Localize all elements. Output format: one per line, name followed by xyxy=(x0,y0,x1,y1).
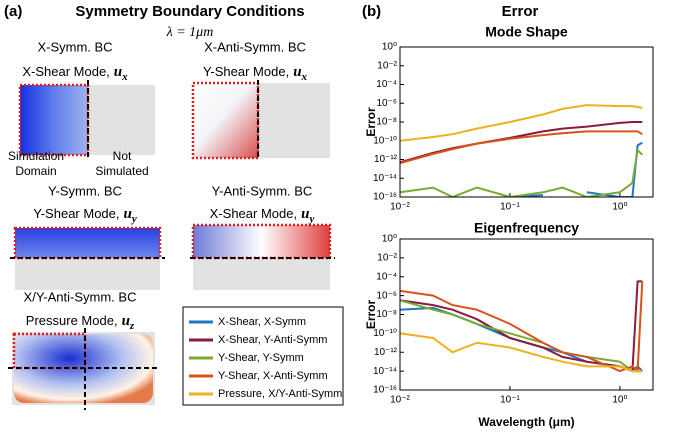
x-axis-label: Wavelength (μm) xyxy=(478,415,574,429)
sim-domain xyxy=(18,83,90,157)
series-line xyxy=(400,104,643,142)
mode-sub: y xyxy=(130,213,137,225)
annotation: Simulation xyxy=(8,149,64,163)
x-tick-label: 10⁻¹ xyxy=(500,395,520,406)
series-line xyxy=(400,148,644,197)
mode-label: Y-Shear Mode, ux xyxy=(203,64,308,82)
mode-sub: x xyxy=(121,71,128,83)
y-tick-label: 10⁻¹⁴ xyxy=(373,366,397,377)
y-tick-label: 10⁰ xyxy=(382,234,397,245)
x-tick-label: 10⁰ xyxy=(612,395,627,406)
legend-label: X-Shear, Y-Anti-Symm xyxy=(218,334,327,346)
chart-title: Mode Shape xyxy=(485,24,568,40)
panel-label: (b) xyxy=(362,3,381,20)
annotation: Not xyxy=(113,149,132,163)
series-line xyxy=(400,332,643,373)
mode-var: u xyxy=(124,206,132,222)
sim-domain xyxy=(191,223,332,260)
mode-var: u xyxy=(301,206,309,222)
panel-a: (a) Symmetry Boundary Conditions λ = 1μm… xyxy=(4,3,344,410)
panel-title: Error xyxy=(502,3,539,20)
mode-image xyxy=(20,85,88,155)
bc-label: X-Anti-Symm. BC xyxy=(204,39,306,54)
mode-image xyxy=(15,228,160,258)
x-tick-label: 10⁻² xyxy=(390,202,410,213)
plot-frame xyxy=(399,46,654,198)
y-tick-label: 10⁻¹⁴ xyxy=(373,173,397,184)
series-line xyxy=(400,130,643,165)
y-axis-label: Error xyxy=(364,107,378,137)
plot-area xyxy=(400,47,653,197)
x-tick-label: 10⁻² xyxy=(390,395,410,406)
legend-label: X-Shear, X-Symm xyxy=(218,316,306,328)
y-tick-label: 10⁻² xyxy=(377,253,397,264)
y-tick-label: 10⁻¹⁰ xyxy=(373,135,397,146)
y-tick-label: 10⁻⁶ xyxy=(376,290,397,301)
mode-label: Pressure Mode, uz xyxy=(26,313,135,331)
wavelength-note: λ = 1μm xyxy=(166,25,214,40)
sim-domain xyxy=(191,81,260,160)
y-tick-label: 10⁰ xyxy=(382,42,397,53)
mode-text: X-Shear Mode, xyxy=(210,206,297,221)
mode-var: u xyxy=(122,313,130,329)
y-tick-label: 10⁻⁸ xyxy=(376,117,397,128)
mode-var: u xyxy=(114,64,122,80)
mode-label: X-Shear Mode, uy xyxy=(210,206,315,224)
mode-text: Pressure Mode, xyxy=(26,313,118,328)
y-tick-label: 10⁻¹⁶ xyxy=(373,385,397,396)
mode-text: Y-Shear Mode, xyxy=(33,206,119,221)
mode-var: u xyxy=(293,64,301,80)
series-line xyxy=(400,281,644,374)
y-tick-label: 10⁻¹² xyxy=(374,154,398,165)
y-tick-label: 10⁻⁴ xyxy=(376,271,397,282)
legend-label: Y-Shear, Y-Symm xyxy=(218,352,304,364)
annotation: Simulated xyxy=(95,164,148,178)
panel-title: Symmetry Boundary Conditions xyxy=(75,3,304,20)
x-tick-label: 10⁰ xyxy=(612,202,627,213)
series-line xyxy=(400,280,643,373)
y-tick-label: 10⁻¹² xyxy=(374,347,398,358)
y-tick-label: 10⁻² xyxy=(377,60,397,71)
mode-image xyxy=(193,225,330,258)
y-tick-label: 10⁻¹⁰ xyxy=(373,328,397,339)
bc-label: Y-Symm. BC xyxy=(48,183,122,198)
annotation: Domain xyxy=(15,164,56,178)
y-tick-label: 10⁻⁸ xyxy=(376,309,397,320)
y-tick-label: 10⁻⁶ xyxy=(376,98,397,109)
mode-sub: y xyxy=(307,213,314,225)
panel-b: (b) Error xyxy=(362,3,538,20)
mode-text: Y-Shear Mode, xyxy=(203,64,289,79)
bc-label: X/Y-Anti-Symm. BC xyxy=(24,289,137,304)
y-tick-label: 10⁻¹⁶ xyxy=(373,192,397,203)
mode-label: X-Shear Mode, ux xyxy=(22,64,128,82)
mode-image xyxy=(193,83,258,158)
sim-domain xyxy=(13,226,162,260)
mode-text: X-Shear Mode, xyxy=(22,64,109,79)
x-tick-label: 10⁻¹ xyxy=(500,202,520,213)
mode-label: Y-Shear Mode, uy xyxy=(33,206,137,224)
legend-label: Y-Shear, X-Anti-Symm xyxy=(218,370,328,382)
mode-sub: z xyxy=(129,320,135,332)
mode-sub: x xyxy=(301,71,308,83)
bc-label: Y-Anti-Symm. BC xyxy=(212,183,313,198)
panel-label: (a) xyxy=(4,3,22,20)
y-tick-label: 10⁻⁴ xyxy=(376,79,397,90)
y-axis-label: Error xyxy=(364,299,378,329)
chart-title: Eigenfrequency xyxy=(474,220,579,236)
legend-label: Pressure, X/Y-Anti-Symm xyxy=(218,388,342,400)
plot-frame xyxy=(399,238,654,391)
bc-label: X-Symm. BC xyxy=(37,39,112,54)
